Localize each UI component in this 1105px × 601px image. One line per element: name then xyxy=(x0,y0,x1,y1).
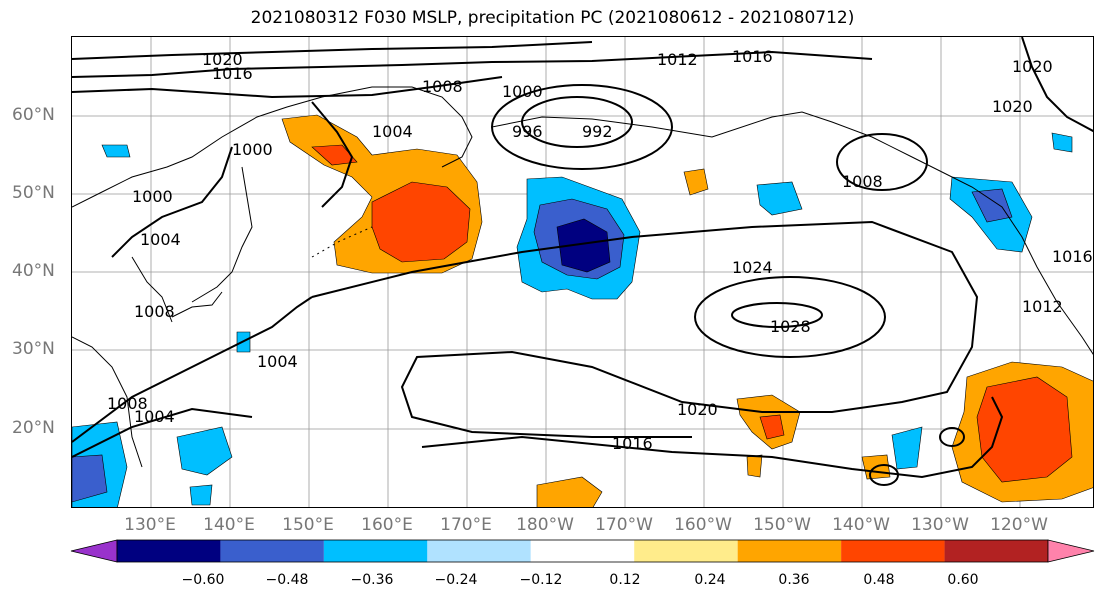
isobar-label: 1004 xyxy=(140,230,181,249)
isobar-label: 1000 xyxy=(232,140,273,159)
lat-label-20n: 20°N xyxy=(12,418,55,438)
lat-label-40n: 40°N xyxy=(12,261,55,281)
colorbar-tick: −0.60 xyxy=(181,572,225,588)
isobar-label: 1024 xyxy=(732,258,773,277)
colorbar xyxy=(70,539,1095,563)
lon-label-150w: 150°W xyxy=(753,515,811,535)
colorbar-tick: 0.12 xyxy=(609,572,641,588)
isobar-label-group: 1020 1016 1012 1016 1008 1000 996 992 10… xyxy=(107,47,1093,453)
isobar-label: 1004 xyxy=(257,352,298,371)
lon-label-130e: 130°E xyxy=(124,515,176,535)
isobars xyxy=(72,37,1093,486)
isobar-label: 992 xyxy=(582,122,613,141)
isobar-label: 1008 xyxy=(422,77,463,96)
colorbar-tick: 0.48 xyxy=(863,572,895,588)
isobar-label: 1020 xyxy=(677,400,718,419)
isobar-label: 1004 xyxy=(134,407,175,426)
colorbar-tick: −0.36 xyxy=(350,572,394,588)
colorbar-segment xyxy=(323,540,428,562)
lon-label-140e: 140°E xyxy=(203,515,255,535)
coastlines xyxy=(72,86,1093,468)
isobar-label: 1008 xyxy=(842,172,883,191)
isobar-label: 1008 xyxy=(134,302,175,321)
lon-label-130w: 130°W xyxy=(911,515,969,535)
lon-label-140w: 140°W xyxy=(832,515,890,535)
isobar-label: 1020 xyxy=(1012,57,1053,76)
lon-label-170e: 170°E xyxy=(440,515,492,535)
map-title: 2021080312 F030 MSLP, precipitation PC (… xyxy=(250,8,855,28)
colorbar-tick: 0.36 xyxy=(778,572,810,588)
colorbar-segment xyxy=(220,540,324,562)
colorbar-segment xyxy=(530,540,635,562)
lat-label-50n: 50°N xyxy=(12,183,55,203)
colorbar-extend-max xyxy=(1047,539,1095,563)
colorbar-segments xyxy=(70,539,1095,563)
isobar-label: 1012 xyxy=(657,50,698,69)
isobar-label: 1004 xyxy=(372,122,413,141)
isobar-label: 1016 xyxy=(612,434,653,453)
colorbar-segment xyxy=(841,540,945,562)
lon-label-120w: 120°W xyxy=(990,515,1048,535)
colorbar-segment xyxy=(427,540,531,562)
lon-label-150e: 150°E xyxy=(282,515,334,535)
isobar-label: 1016 xyxy=(212,64,253,83)
precip-positive xyxy=(281,114,1093,507)
isobar-label: 1020 xyxy=(202,50,243,69)
lon-label-160e: 160°E xyxy=(361,515,413,535)
lon-label-180w: 180°W xyxy=(516,515,574,535)
colorbar-tick: −0.48 xyxy=(265,572,309,588)
isobar-label: 1012 xyxy=(1022,297,1063,316)
lat-label-30n: 30°N xyxy=(12,339,55,359)
colorbar-extend-min xyxy=(70,539,118,563)
isobar-label: 1028 xyxy=(770,317,811,336)
isobar-label: 1008 xyxy=(107,394,148,413)
map-canvas: 1020 1016 1012 1016 1008 1000 996 992 10… xyxy=(72,37,1093,507)
colorbar-segment xyxy=(737,540,842,562)
map-panel: 1020 1016 1012 1016 1008 1000 996 992 10… xyxy=(71,36,1094,508)
colorbar-tick: 0.60 xyxy=(947,572,979,588)
colorbar-segment xyxy=(117,540,221,562)
isobar-label: 1016 xyxy=(1052,247,1093,266)
colorbar-segment xyxy=(634,540,738,562)
isobar-label: 1016 xyxy=(732,47,773,66)
colorbar-tick: 0.24 xyxy=(694,572,726,588)
precip-negative xyxy=(72,132,1073,507)
isobar-label: 1000 xyxy=(132,187,173,206)
isobar-label: 1020 xyxy=(992,97,1033,116)
lat-label-60n: 60°N xyxy=(12,105,55,125)
colorbar-tick: −0.12 xyxy=(519,572,563,588)
lon-label-170w: 170°W xyxy=(595,515,653,535)
colorbar-segment xyxy=(944,540,1048,562)
isobar-label: 1000 xyxy=(502,82,543,101)
lon-label-160w: 160°W xyxy=(674,515,732,535)
isobar-label: 996 xyxy=(512,122,543,141)
colorbar-tick: −0.24 xyxy=(434,572,478,588)
